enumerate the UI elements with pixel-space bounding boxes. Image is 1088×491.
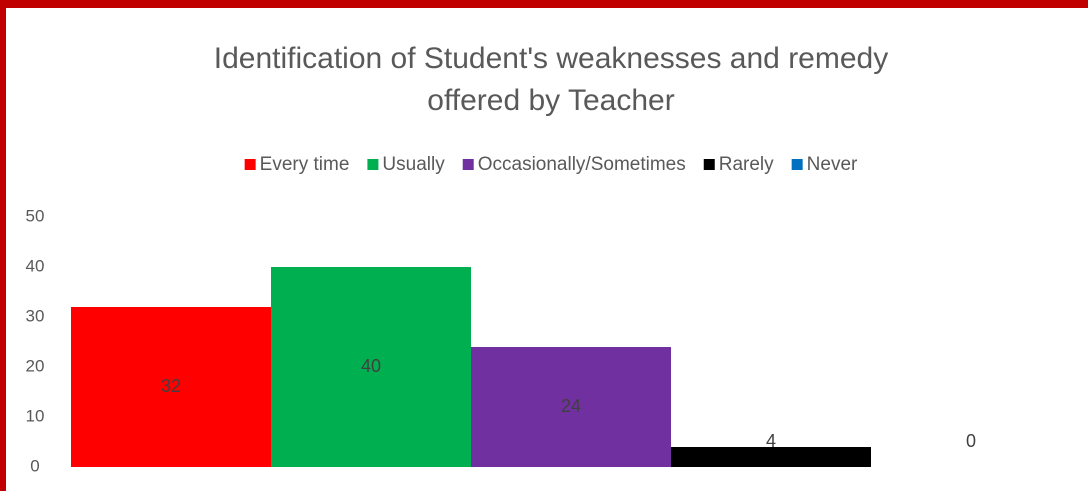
legend-label: Rarely [719,154,774,175]
bar [671,447,871,467]
data-label: 0 [966,431,976,451]
chart-title: Identification of Student's weaknesses a… [214,42,888,75]
bar [71,307,271,467]
y-tick-label: 30 [26,306,45,325]
data-label: 24 [561,396,581,416]
legend-swatch [367,159,379,170]
bar [471,347,671,467]
legend-label: Occasionally/Sometimes [478,154,686,175]
bar [271,267,471,467]
y-tick-label: 0 [30,456,39,475]
legend-label: Every time [260,154,350,175]
y-tick-label: 10 [26,406,45,425]
y-tick-label: 50 [26,206,45,225]
legend-label: Never [807,154,858,175]
y-tick-label: 20 [26,356,45,375]
legend-label: Usually [382,154,445,175]
chart: Identification of Student's weaknesses a… [6,8,1088,491]
legend-swatch [703,159,715,170]
y-tick-label: 40 [26,256,45,275]
data-label: 40 [361,356,381,376]
legend-swatch [462,159,474,170]
legend-swatch [791,159,803,170]
legend-swatch [244,159,256,170]
chart-title: offered by Teacher [427,84,674,117]
data-label: 4 [766,431,776,451]
data-label: 32 [161,376,181,396]
